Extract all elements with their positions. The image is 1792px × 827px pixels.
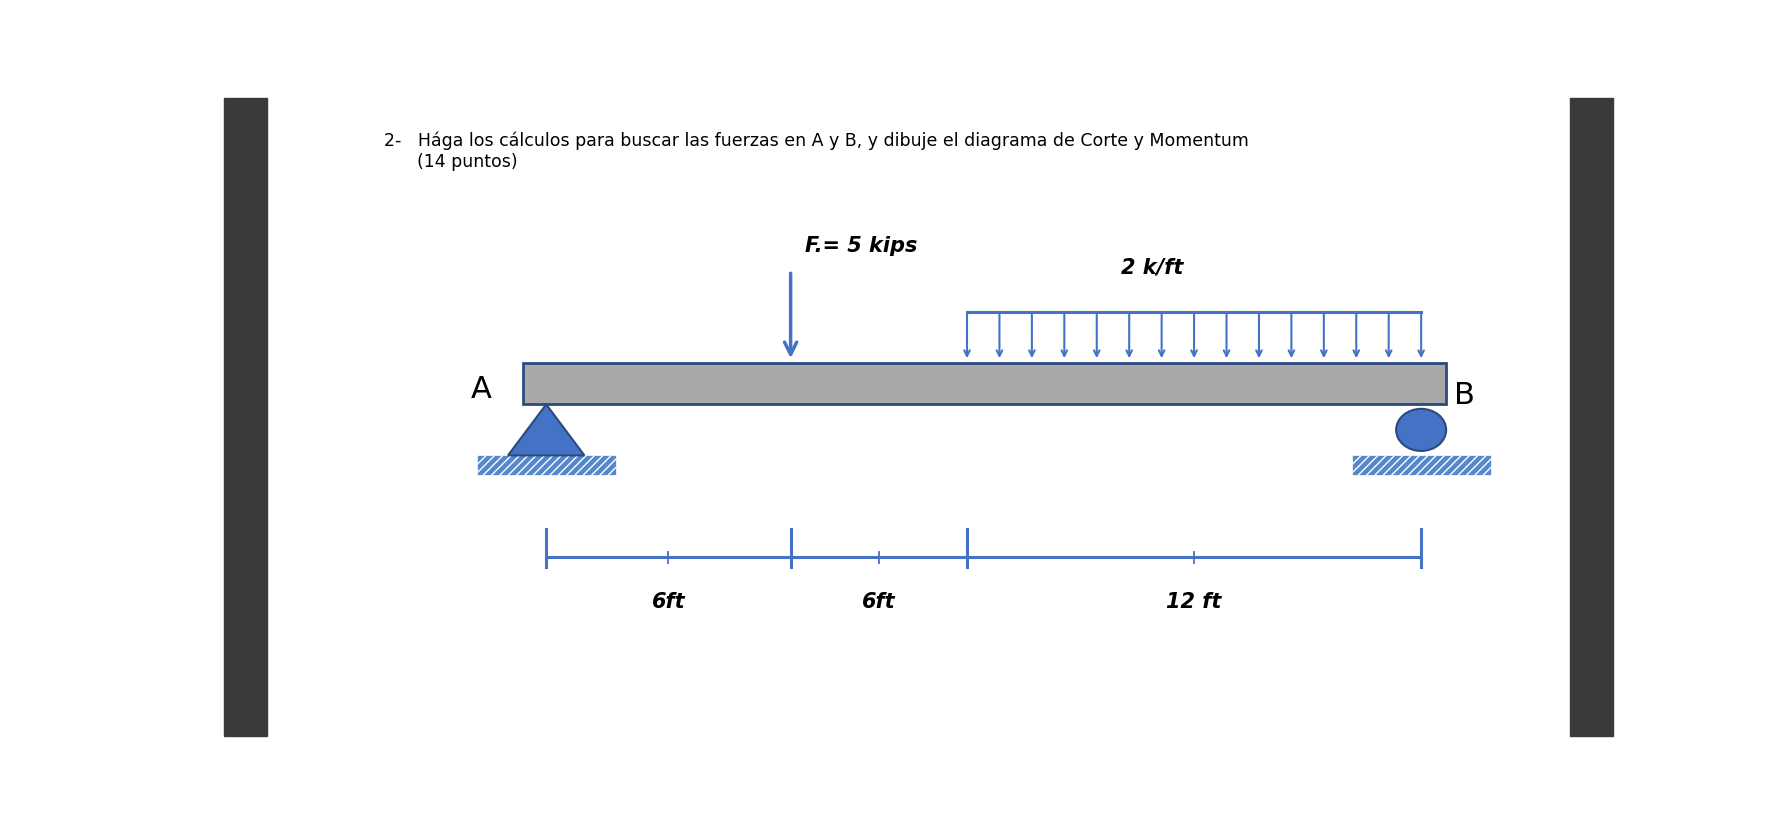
Text: B: B: [1453, 381, 1475, 410]
Text: F.= 5 kips: F.= 5 kips: [805, 235, 918, 256]
Text: A: A: [471, 375, 491, 404]
Text: 6ft: 6ft: [862, 590, 896, 611]
Polygon shape: [507, 405, 584, 456]
Bar: [224, 99, 267, 736]
Bar: [477, 456, 616, 475]
Bar: [523, 364, 1446, 405]
Text: 2-   Hága los cálculos para buscar las fuerzas en A y B, y dibuje el diagrama de: 2- Hága los cálculos para buscar las fue…: [383, 131, 1249, 170]
Ellipse shape: [1396, 409, 1446, 452]
Bar: [1351, 456, 1491, 475]
Text: 2 k/ft: 2 k/ft: [1120, 257, 1183, 278]
Text: 6ft: 6ft: [652, 590, 685, 611]
Bar: [1570, 99, 1613, 736]
Text: 12 ft: 12 ft: [1167, 590, 1222, 611]
